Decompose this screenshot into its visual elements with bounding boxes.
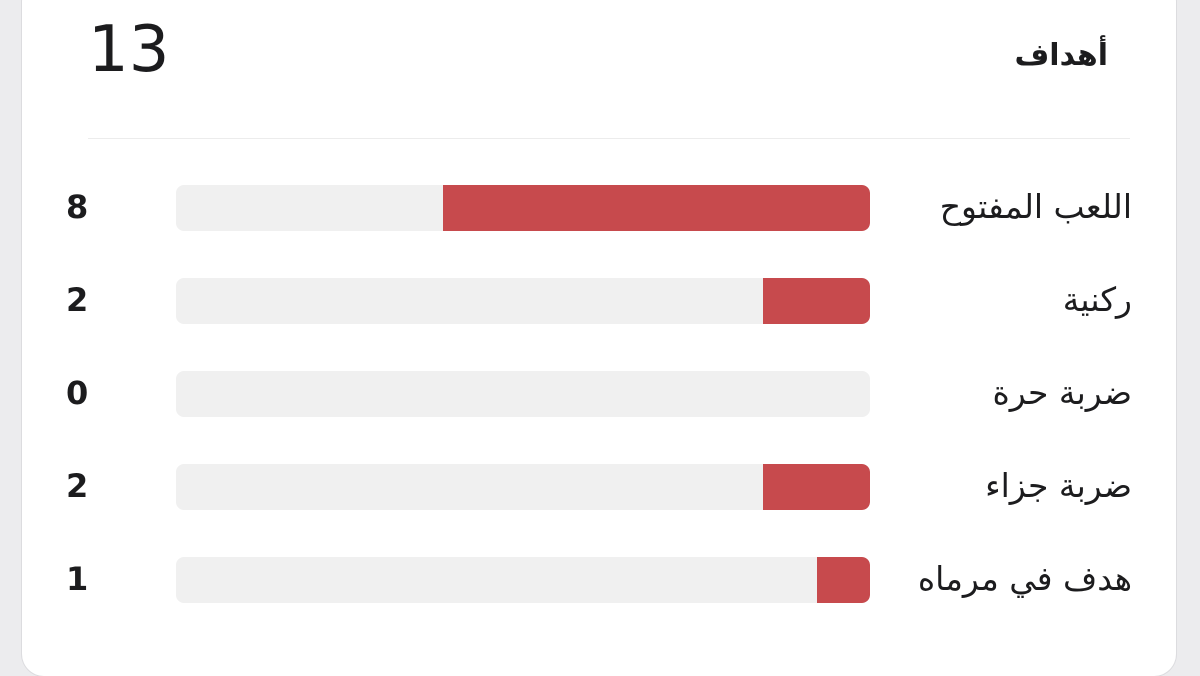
- stat-row-corner: 2 ركنية: [22, 276, 1176, 324]
- stat-label: اللعب المفتوح: [939, 187, 1132, 226]
- stat-label: هدف في مرماه: [917, 559, 1132, 598]
- goals-stats-card: أهداف 13 8 اللعب المفتوح 2 ركنية 0 ضربة …: [22, 0, 1176, 676]
- stat-bar-track: [176, 464, 870, 510]
- total-goals-value: 13: [88, 13, 170, 87]
- stat-bar-track: [176, 185, 870, 231]
- stat-label: ضربة جزاء: [985, 466, 1132, 505]
- stat-value: 2: [66, 467, 89, 505]
- stat-bar-fill: [816, 557, 870, 603]
- stat-bar-track: [176, 278, 870, 324]
- divider: [88, 138, 1130, 139]
- stat-bar-fill: [763, 464, 870, 510]
- stat-row-free-kick: 0 ضربة حرة: [22, 369, 1176, 417]
- stat-row-penalty: 2 ضربة جزاء: [22, 462, 1176, 510]
- stat-value: 1: [66, 560, 89, 598]
- stat-row-open-play: 8 اللعب المفتوح: [22, 183, 1176, 231]
- card-title: أهداف: [1014, 38, 1108, 73]
- stat-bar-track: [176, 557, 870, 603]
- stat-bar-track: [176, 371, 870, 417]
- stat-bar-fill: [443, 185, 870, 231]
- stat-bar-fill: [763, 278, 870, 324]
- stat-value: 0: [66, 374, 89, 412]
- stat-value: 8: [66, 188, 89, 226]
- stat-row-own-goal: 1 هدف في مرماه: [22, 555, 1176, 603]
- stat-label: ضربة حرة: [992, 373, 1133, 412]
- stat-value: 2: [66, 281, 89, 319]
- stat-label: ركنية: [1062, 280, 1132, 319]
